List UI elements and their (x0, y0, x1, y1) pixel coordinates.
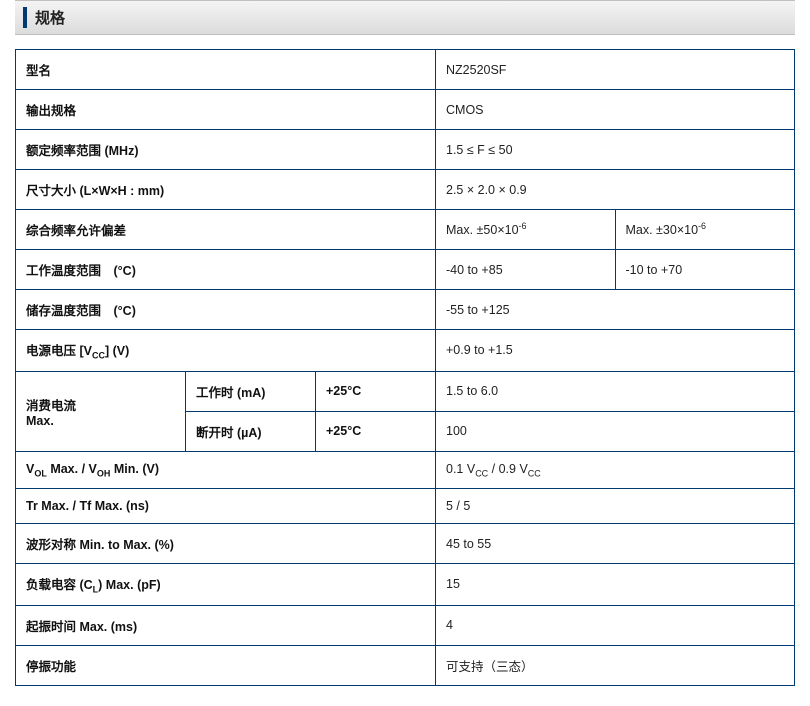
value-tr-tf: 5 / 5 (436, 489, 795, 524)
row-current-on: 消费电流 Max. 工作时 (mA) +25°C 1.5 to 6.0 (16, 371, 795, 411)
row-output: 输出规格 CMOS (16, 90, 795, 130)
label-freq-range: 额定频率范围 (MHz) (16, 130, 436, 170)
value-storage-temp: -55 to +125 (436, 290, 795, 330)
row-startup: 起振时间 Max. (ms) 4 (16, 605, 795, 645)
value-vcc: +0.9 to +1.5 (436, 330, 795, 372)
label-output: 输出规格 (16, 90, 436, 130)
value-standby: 可支持（三态） (436, 645, 795, 685)
label-load-cap: 负载电容 (CL) Max. (pF) (16, 564, 436, 606)
value-freq-tol-a: Max. ±50×10-6 (436, 210, 616, 250)
label-current-on: 工作时 (mA) (186, 371, 316, 411)
label-vol-voh: VOL Max. / VOH Min. (V) (16, 451, 436, 489)
value-freq-range: 1.5 ≤ F ≤ 50 (436, 130, 795, 170)
section-header: 规格 (15, 0, 795, 35)
label-freq-tol: 综合频率允许偏差 (16, 210, 436, 250)
value-model: NZ2520SF (436, 50, 795, 90)
value-symmetry: 45 to 55 (436, 524, 795, 564)
value-output: CMOS (436, 90, 795, 130)
label-vcc: 电源电压 [VCC] (V) (16, 330, 436, 372)
cond-current-on: +25°C (316, 371, 436, 411)
row-model: 型名 NZ2520SF (16, 50, 795, 90)
row-load-cap: 负载电容 (CL) Max. (pF) 15 (16, 564, 795, 606)
label-symmetry: 波形对称 Min. to Max. (%) (16, 524, 436, 564)
label-dimensions: 尺寸大小 (L×W×H : mm) (16, 170, 436, 210)
label-current-group: 消费电流 Max. (16, 371, 186, 451)
row-vol-voh: VOL Max. / VOH Min. (V) 0.1 VCC / 0.9 VC… (16, 451, 795, 489)
label-tr-tf: Tr Max. / Tf Max. (ns) (16, 489, 436, 524)
row-symmetry: 波形对称 Min. to Max. (%) 45 to 55 (16, 524, 795, 564)
value-op-temp-b: -10 to +70 (615, 250, 795, 290)
spec-table: 型名 NZ2520SF 输出规格 CMOS 额定频率范围 (MHz) 1.5 ≤… (15, 49, 795, 686)
label-current-off: 断开时 (µA) (186, 411, 316, 451)
label-storage-temp: 储存温度范围 (°C) (16, 290, 436, 330)
row-vcc: 电源电压 [VCC] (V) +0.9 to +1.5 (16, 330, 795, 372)
label-model: 型名 (16, 50, 436, 90)
value-current-on: 1.5 to 6.0 (436, 371, 795, 411)
cond-current-off: +25°C (316, 411, 436, 451)
value-vol-voh: 0.1 VCC / 0.9 VCC (436, 451, 795, 489)
row-tr-tf: Tr Max. / Tf Max. (ns) 5 / 5 (16, 489, 795, 524)
label-standby: 停振功能 (16, 645, 436, 685)
row-op-temp: 工作温度范围 (°C) -40 to +85 -10 to +70 (16, 250, 795, 290)
section-title: 规格 (23, 7, 795, 28)
row-freq-range: 额定频率范围 (MHz) 1.5 ≤ F ≤ 50 (16, 130, 795, 170)
spec-container: 规格 型名 NZ2520SF 输出规格 CMOS 额定频率范围 (MHz) 1.… (0, 0, 810, 706)
value-dimensions: 2.5 × 2.0 × 0.9 (436, 170, 795, 210)
row-standby: 停振功能 可支持（三态） (16, 645, 795, 685)
value-load-cap: 15 (436, 564, 795, 606)
value-current-off: 100 (436, 411, 795, 451)
row-dimensions: 尺寸大小 (L×W×H : mm) 2.5 × 2.0 × 0.9 (16, 170, 795, 210)
label-startup: 起振时间 Max. (ms) (16, 605, 436, 645)
value-freq-tol-b: Max. ±30×10-6 (615, 210, 795, 250)
row-freq-tol: 综合频率允许偏差 Max. ±50×10-6 Max. ±30×10-6 (16, 210, 795, 250)
value-op-temp-a: -40 to +85 (436, 250, 616, 290)
row-storage-temp: 储存温度范围 (°C) -55 to +125 (16, 290, 795, 330)
label-op-temp: 工作温度范围 (°C) (16, 250, 436, 290)
value-startup: 4 (436, 605, 795, 645)
